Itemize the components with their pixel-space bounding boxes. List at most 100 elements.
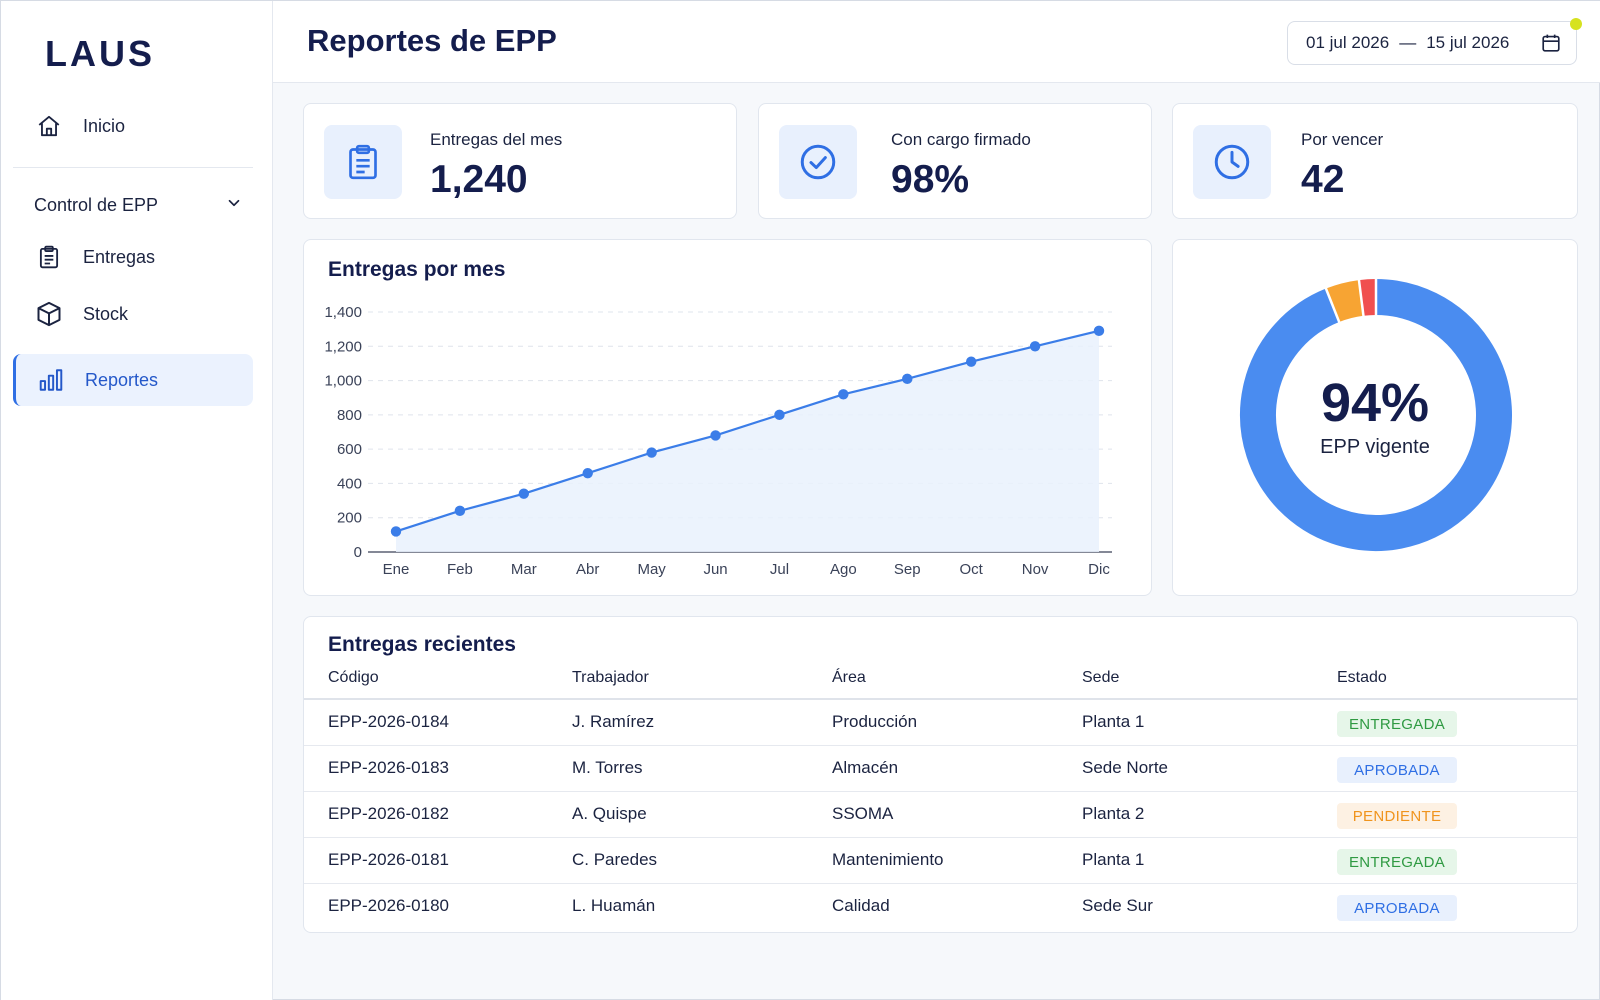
- cell-worker: A. Quispe: [572, 804, 647, 823]
- kpi-label: Entregas del mes: [430, 130, 563, 149]
- sidebar-item-label: Entregas: [83, 246, 156, 267]
- status-badge: PENDIENTE: [1337, 803, 1457, 829]
- table-row[interactable]: EPP-2026-0184 J. Ramírez Producción Plan…: [304, 698, 1578, 744]
- data-point: [902, 373, 913, 385]
- data-point: [582, 467, 593, 479]
- date-range-picker[interactable]: 01 jul 2026 — 15 jul 2026: [1287, 21, 1577, 65]
- y-tick-label: 400: [337, 475, 362, 492]
- page-title: Reportes de EPP: [307, 23, 557, 58]
- data-point: [390, 526, 402, 537]
- sidebar-group-control-epp[interactable]: Control de EPP: [13, 185, 253, 225]
- cell-worker: M. Torres: [572, 758, 643, 777]
- kpi-label: Por vencer: [1301, 130, 1384, 149]
- sidebar-item-reportes[interactable]: Reportes: [13, 354, 253, 406]
- area-fill: [396, 330, 1099, 552]
- table-row[interactable]: EPP-2026-0180 L. Huamán Calidad Sede Sur…: [304, 883, 1578, 929]
- x-tick-label: Mar: [511, 561, 537, 578]
- sidebar-item-inicio[interactable]: Inicio: [13, 100, 253, 152]
- donut-slice: [1240, 279, 1512, 551]
- column-header-codigo[interactable]: Código: [328, 669, 379, 686]
- data-point: [838, 389, 849, 400]
- line-chart: 0 200 400 600 800 1,000 1,200 1,400 Ene Feb Mar Abr…: [324, 304, 1112, 578]
- donut-separator: [1357, 278, 1365, 317]
- kpi-card-entregas-mes: Entregas del mes 1,240: [303, 103, 737, 219]
- donut-slice: [1358, 279, 1377, 316]
- x-tick-label: Oct: [960, 561, 984, 578]
- check-circle-icon: [779, 125, 857, 199]
- calendar-icon: [1540, 32, 1562, 54]
- data-point: [454, 505, 466, 517]
- column-header-trabajador[interactable]: Trabajador: [572, 669, 649, 686]
- series-line: [395, 329, 1100, 533]
- kpi-card-por-vencer: Por vencer 42: [1172, 103, 1578, 219]
- cell-code: EPP-2026-0182: [328, 804, 449, 823]
- data-point: [646, 447, 657, 458]
- table-row[interactable]: EPP-2026-0181 C. Paredes Mantenimiento P…: [304, 837, 1578, 883]
- status-badge: ENTREGADA: [1337, 849, 1457, 875]
- sidebar-group-label: Control de EPP: [34, 194, 159, 215]
- sidebar: LAUS Inicio Control de EPP Entregas Sto: [1, 1, 273, 1000]
- y-tick-label: 600: [337, 441, 362, 458]
- top-header: Reportes de EPP 01 jul 2026 — 15 jul 202…: [273, 1, 1600, 83]
- chevron-down-icon: [225, 194, 243, 217]
- y-tick-label: 1,400: [324, 304, 362, 321]
- data-point: [965, 356, 977, 367]
- date-from: 01 jul 2026: [1306, 33, 1390, 52]
- x-tick-label: May: [637, 561, 666, 578]
- cell-site: Planta 2: [1082, 804, 1145, 823]
- date-separator: —: [1399, 33, 1417, 52]
- cell-area: Mantenimiento: [832, 850, 944, 869]
- sidebar-item-entregas[interactable]: Entregas: [13, 231, 253, 283]
- column-header-area[interactable]: Área: [832, 669, 866, 686]
- cell-site: Planta 1: [1082, 712, 1145, 731]
- cell-area: SSOMA: [832, 804, 894, 823]
- data-point: [1093, 325, 1105, 337]
- x-tick-label: Dic: [1088, 561, 1110, 578]
- chart-card-epp-vigente: 94% EPP vigente: [1172, 239, 1578, 596]
- column-header-sede[interactable]: Sede: [1082, 669, 1120, 686]
- x-tick-label: Nov: [1022, 561, 1049, 578]
- sidebar-item-stock[interactable]: Stock: [13, 288, 253, 340]
- y-tick-label: 0: [354, 544, 362, 561]
- y-tick-label: 1,200: [324, 338, 362, 355]
- cell-area: Calidad: [832, 896, 890, 915]
- cell-worker: C. Paredes: [572, 850, 658, 869]
- recent-deliveries-card: Entregas recientes Código Trabajador Áre…: [303, 616, 1578, 933]
- cell-site: Sede Sur: [1082, 896, 1153, 915]
- clipboard-icon: [324, 125, 402, 199]
- cell-worker: J. Ramírez: [572, 712, 655, 731]
- x-tick-label: Abr: [576, 561, 599, 578]
- sidebar-divider: [13, 167, 253, 168]
- kpi-value: 42: [1301, 158, 1345, 201]
- kpi-value: 1,240: [430, 158, 528, 201]
- x-tick-label: Ene: [383, 561, 410, 578]
- x-tick-label: Jun: [703, 561, 727, 578]
- donut-separator: [1324, 287, 1341, 324]
- box-icon: [35, 300, 63, 328]
- status-badge: ENTREGADA: [1337, 711, 1457, 737]
- donut-center-value: 94%: [1320, 373, 1430, 433]
- cell-code: EPP-2026-0181: [328, 850, 449, 869]
- chart-card-entregas-por-mes: Entregas por mes 0 200 400 600 800 1,000 1,200…: [303, 239, 1152, 596]
- cell-code: EPP-2026-0183: [328, 758, 449, 777]
- table-row[interactable]: EPP-2026-0183 M. Torres Almacén Sede Nor…: [304, 745, 1578, 791]
- status-indicator-dot: [1570, 18, 1582, 30]
- table-row[interactable]: EPP-2026-0182 A. Quispe SSOMA Planta 2 P…: [304, 791, 1578, 837]
- cell-code: EPP-2026-0180: [328, 896, 449, 915]
- sidebar-item-label: Reportes: [85, 369, 159, 390]
- data-point: [774, 409, 785, 421]
- y-tick-label: 1,000: [324, 373, 362, 390]
- y-tick-label: 200: [337, 510, 362, 527]
- x-tick-label: Sep: [894, 561, 921, 578]
- y-tick-label: 800: [337, 407, 362, 424]
- sidebar-item-label: Inicio: [83, 115, 126, 136]
- x-tick-label: Jul: [770, 561, 789, 578]
- x-tick-label: Ago: [830, 561, 857, 578]
- column-header-estado[interactable]: Estado: [1337, 669, 1387, 686]
- home-icon: [35, 112, 63, 140]
- cell-area: Almacén: [832, 758, 899, 777]
- donut-center-label: EPP vigente: [1320, 436, 1430, 458]
- data-point: [710, 430, 721, 441]
- app-logo: LAUS: [45, 33, 155, 74]
